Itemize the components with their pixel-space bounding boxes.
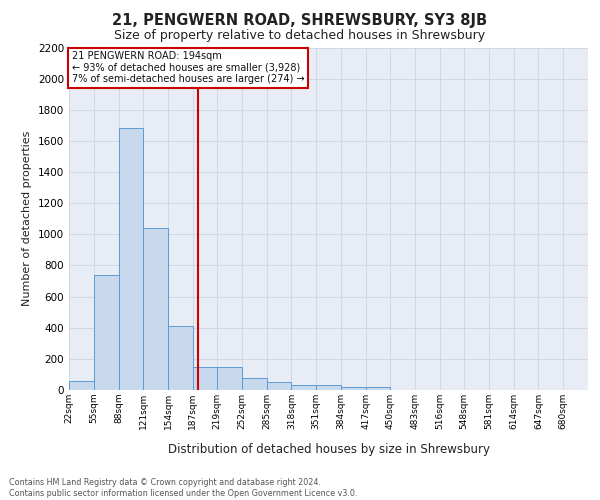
- Bar: [266, 382, 292, 390]
- Text: Size of property relative to detached houses in Shrewsbury: Size of property relative to detached ho…: [115, 29, 485, 42]
- Y-axis label: Number of detached properties: Number of detached properties: [22, 131, 32, 306]
- Bar: [365, 387, 391, 390]
- Text: 21 PENGWERN ROAD: 194sqm
← 93% of detached houses are smaller (3,928)
7% of semi: 21 PENGWERN ROAD: 194sqm ← 93% of detach…: [71, 51, 304, 84]
- Bar: [143, 228, 168, 390]
- Text: Distribution of detached houses by size in Shrewsbury: Distribution of detached houses by size …: [168, 442, 490, 456]
- Bar: [316, 386, 341, 390]
- Bar: [168, 326, 193, 390]
- Text: Contains HM Land Registry data © Crown copyright and database right 2024.
Contai: Contains HM Land Registry data © Crown c…: [9, 478, 358, 498]
- Text: 21, PENGWERN ROAD, SHREWSBURY, SY3 8JB: 21, PENGWERN ROAD, SHREWSBURY, SY3 8JB: [112, 12, 488, 28]
- Bar: [242, 378, 266, 390]
- Bar: [341, 387, 365, 390]
- Bar: [292, 384, 316, 390]
- Bar: [193, 366, 218, 390]
- Bar: [119, 128, 143, 390]
- Bar: [94, 275, 119, 390]
- Bar: [217, 366, 242, 390]
- Bar: [69, 382, 94, 390]
